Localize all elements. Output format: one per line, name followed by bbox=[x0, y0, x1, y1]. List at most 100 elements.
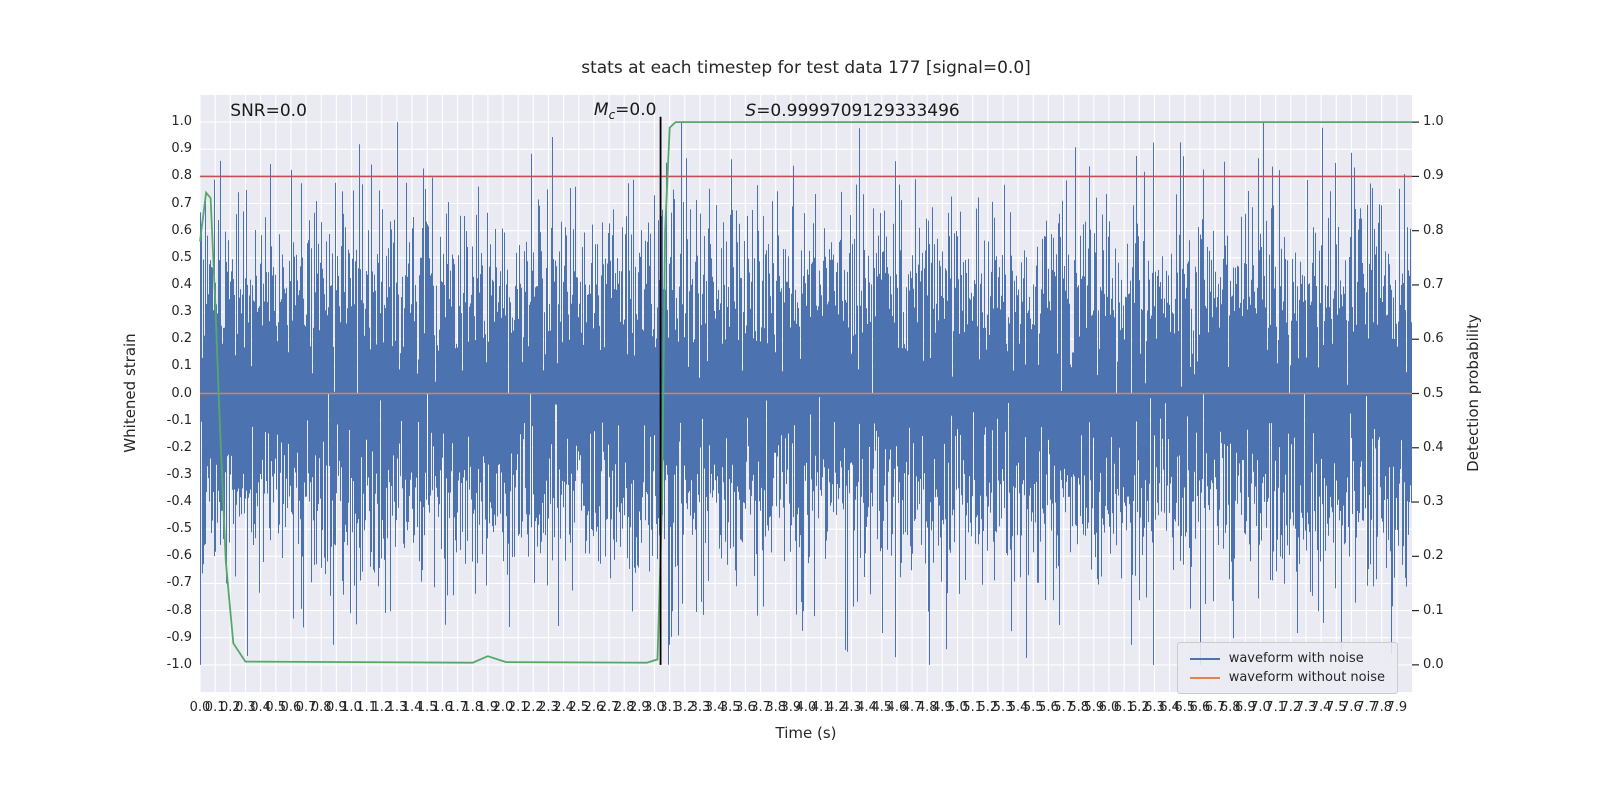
x-tick-label: 5.3 bbox=[992, 700, 1014, 715]
legend-row: waveform with noise bbox=[1188, 649, 1387, 668]
legend-row: waveform without noise bbox=[1188, 668, 1387, 687]
x-tick-label: 5.0 bbox=[947, 700, 968, 715]
x-tick-label: 4.6 bbox=[886, 700, 908, 715]
y-tick-label-right: 0.7 bbox=[1423, 276, 1444, 292]
x-tick-label: 0.6 bbox=[280, 700, 302, 715]
y-tick-label-left: 0.9 bbox=[171, 141, 192, 157]
x-tick-label: 5.5 bbox=[1022, 700, 1044, 715]
x-tick-label: 6.1 bbox=[1113, 700, 1135, 715]
legend-label: waveform without noise bbox=[1228, 670, 1385, 685]
y-tick-label-left: 0.6 bbox=[171, 222, 192, 238]
x-tick-label: 4.5 bbox=[871, 700, 893, 715]
y-tick-label-right: 1.0 bbox=[1423, 114, 1444, 130]
y-tick-label-left: -0.7 bbox=[166, 575, 192, 591]
x-tick-label: 6.6 bbox=[1189, 700, 1211, 715]
x-tick-label: 1.8 bbox=[462, 700, 484, 715]
x-tick-label: 7.4 bbox=[1310, 700, 1332, 715]
x-tick-label: 4.0 bbox=[795, 700, 817, 715]
x-tick-label: 2.5 bbox=[568, 700, 590, 715]
x-tick-label: 4.3 bbox=[841, 700, 862, 715]
x-tick-label: 1.0 bbox=[341, 700, 362, 715]
annotation-m: Mc=0.0 bbox=[593, 100, 657, 123]
x-tick-label: 4.9 bbox=[932, 700, 953, 715]
y-tick-label-left: -0.9 bbox=[166, 629, 192, 645]
x-tick-label: 5.8 bbox=[1068, 700, 1090, 715]
x-tick-label: 0.5 bbox=[265, 700, 287, 715]
x-tick-label: 6.5 bbox=[1174, 700, 1196, 715]
x-tick-label: 2.3 bbox=[538, 700, 559, 715]
y-tick-label-left: 1.0 bbox=[171, 114, 192, 130]
x-tick-label: 3.9 bbox=[780, 700, 802, 715]
y-tick-label-left: -1.0 bbox=[166, 656, 192, 672]
y-axis-label-left: Whitened strain bbox=[121, 333, 139, 453]
x-tick-label: 1.7 bbox=[447, 700, 468, 715]
x-tick-label: 2.8 bbox=[613, 700, 635, 715]
x-tick-label: 0.4 bbox=[250, 700, 271, 715]
x-tick-label: 2.7 bbox=[598, 700, 620, 715]
x-tick-label: 2.4 bbox=[553, 700, 574, 715]
x-tick-label: 6.3 bbox=[1144, 700, 1165, 715]
y-tick-label-left: -0.1 bbox=[166, 412, 192, 428]
legend-line-swatch bbox=[1189, 676, 1220, 679]
x-tick-label: 3.7 bbox=[750, 700, 771, 715]
x-tick-label: 4.1 bbox=[810, 700, 832, 715]
y-tick-label-left: -0.6 bbox=[166, 548, 192, 564]
x-tick-label: 7.0 bbox=[1250, 700, 1271, 715]
x-tick-label: 0.1 bbox=[204, 700, 226, 715]
y-tick-label-left: -0.8 bbox=[166, 602, 192, 618]
chart-title: stats at each timestep for test data 177… bbox=[581, 58, 1031, 78]
x-tick-label: 1.6 bbox=[432, 700, 453, 715]
x-tick-label: 7.6 bbox=[1341, 700, 1362, 715]
x-tick-label: 5.6 bbox=[1038, 700, 1059, 715]
x-tick-label: 7.5 bbox=[1325, 700, 1347, 715]
x-tick-label: 3.5 bbox=[719, 700, 741, 715]
x-tick-label: 7.9 bbox=[1386, 700, 1408, 715]
legend-label: waveform with noise bbox=[1228, 651, 1364, 666]
y-axis-label-right: Detection probability bbox=[1464, 314, 1482, 472]
annotation-snr: SNR=0.0 bbox=[230, 101, 307, 122]
x-tick-label: 1.4 bbox=[401, 700, 423, 715]
x-tick-label: 5.2 bbox=[977, 700, 999, 715]
annotation-s: S=0.9999709129333496 bbox=[745, 101, 960, 122]
x-tick-label: 1.5 bbox=[416, 700, 438, 715]
x-tick-label: 3.2 bbox=[674, 700, 696, 715]
y-tick-label-left: 0.4 bbox=[171, 276, 192, 292]
x-tick-label: 3.0 bbox=[644, 700, 665, 715]
x-tick-label: 2.0 bbox=[492, 700, 514, 715]
y-tick-label-right: 0.9 bbox=[1423, 168, 1444, 184]
x-axis-label: Time (s) bbox=[775, 724, 837, 742]
x-tick-label: 3.1 bbox=[659, 700, 680, 715]
x-tick-label: 3.6 bbox=[735, 700, 756, 715]
x-tick-label: 3.3 bbox=[689, 700, 711, 715]
x-tick-label: 5.7 bbox=[1053, 700, 1074, 715]
x-tick-label: 0.7 bbox=[295, 700, 317, 715]
x-tick-label: 6.2 bbox=[1128, 700, 1150, 715]
x-tick-label: 1.2 bbox=[371, 700, 393, 715]
y-tick-label-right: 0.3 bbox=[1423, 494, 1444, 510]
x-tick-label: 5.9 bbox=[1083, 700, 1105, 715]
y-tick-label-left: 0.0 bbox=[171, 385, 192, 401]
x-tick-label: 7.2 bbox=[1280, 700, 1302, 715]
y-tick-label-left: 0.2 bbox=[171, 331, 192, 347]
x-tick-label: 7.3 bbox=[1295, 700, 1317, 715]
x-tick-label: 6.0 bbox=[1098, 700, 1120, 715]
x-tick-label: 3.4 bbox=[704, 700, 726, 715]
y-tick-label-left: -0.3 bbox=[166, 466, 192, 482]
y-tick-label-right: 0.8 bbox=[1423, 222, 1444, 238]
legend-line-swatch bbox=[1189, 657, 1220, 660]
x-tick-label: 7.1 bbox=[1265, 700, 1286, 715]
x-tick-label: 4.4 bbox=[856, 700, 877, 715]
x-tick-label: 3.8 bbox=[765, 700, 787, 715]
x-tick-label: 5.4 bbox=[1007, 700, 1029, 715]
y-tick-label-right: 0.6 bbox=[1423, 331, 1444, 347]
x-tick-label: 4.2 bbox=[825, 700, 847, 715]
x-tick-label: 5.1 bbox=[962, 700, 983, 715]
x-tick-label: 1.9 bbox=[477, 700, 499, 715]
x-tick-label: 4.8 bbox=[916, 700, 938, 715]
x-tick-label: 6.9 bbox=[1235, 700, 1256, 715]
y-tick-label-left: -0.5 bbox=[166, 521, 192, 537]
x-tick-label: 0.8 bbox=[310, 700, 332, 715]
y-tick-label-right: 0.4 bbox=[1423, 439, 1444, 455]
detection-probability-path bbox=[199, 121, 1412, 664]
